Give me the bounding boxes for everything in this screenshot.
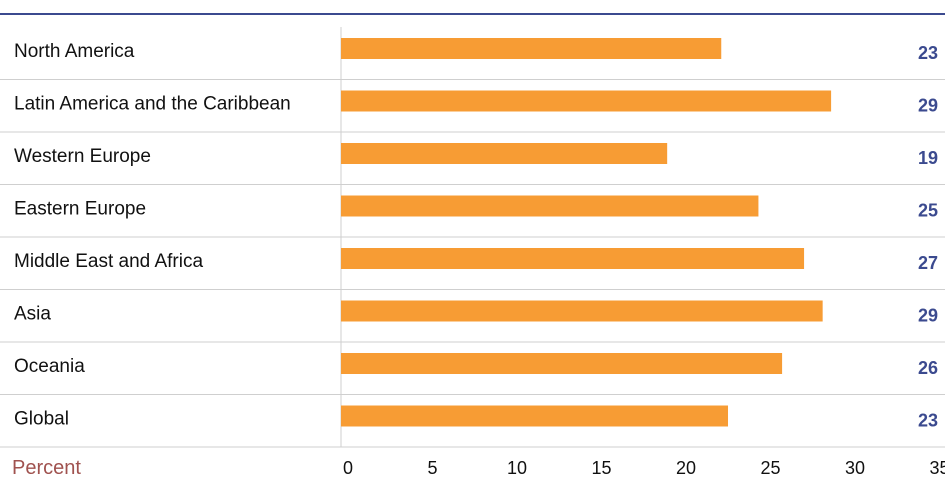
value-label: 26: [918, 358, 938, 378]
value-label: 29: [918, 96, 938, 116]
x-tick-label: 20: [676, 458, 696, 478]
x-tick-label: 5: [427, 458, 437, 478]
bar: [341, 143, 668, 164]
x-tick-label: 0: [343, 458, 353, 478]
rows-layer: North America Latin America and the Carib…: [0, 27, 945, 448]
value-label: 19: [918, 148, 938, 168]
category-label: Latin America and the Caribbean: [14, 94, 291, 115]
value-label: 27: [918, 253, 938, 273]
bar: [341, 248, 805, 269]
category-label: Western Europe: [14, 146, 151, 167]
x-tick-label: 35: [929, 458, 945, 478]
x-tick-label: 10: [507, 458, 527, 478]
ticks-layer: 0 5 10 15 20 25 30 35: [343, 458, 945, 478]
bar: [341, 90, 832, 112]
bar: [341, 195, 759, 217]
bar: [341, 405, 729, 427]
category-label: North America: [14, 41, 135, 62]
category-label: Eastern Europe: [14, 199, 146, 220]
bar: [341, 353, 783, 374]
x-tick-label: 25: [760, 458, 780, 478]
bars-layer: 23 29 19 25 27 29 26 23: [341, 38, 938, 431]
value-label: 23: [918, 411, 938, 431]
x-axis-title: Percent: [12, 457, 81, 479]
category-label: Asia: [14, 304, 51, 325]
bar: [341, 300, 823, 322]
value-label: 29: [918, 306, 938, 326]
bar: [341, 38, 722, 59]
x-tick-label: 15: [591, 458, 611, 478]
value-label: 25: [918, 201, 938, 221]
category-label: Middle East and Africa: [14, 251, 203, 272]
category-label: Global: [14, 409, 69, 430]
value-label: 23: [918, 43, 938, 63]
category-label: Oceania: [14, 356, 85, 377]
x-tick-label: 30: [845, 458, 865, 478]
